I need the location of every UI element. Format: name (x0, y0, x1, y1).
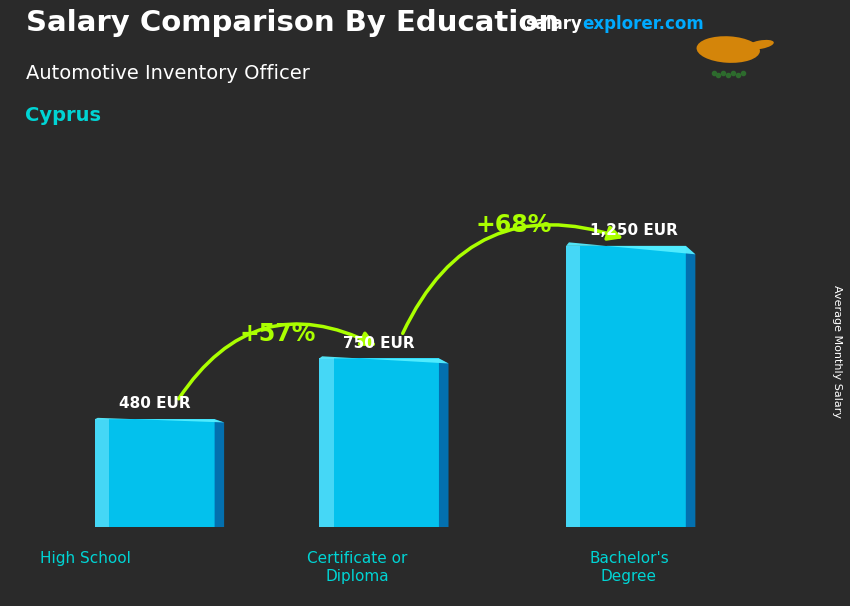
Polygon shape (320, 358, 333, 527)
Text: Bachelor's
Degree: Bachelor's Degree (589, 551, 669, 584)
Text: Salary Comparison By Education: Salary Comparison By Education (26, 9, 558, 37)
Text: Average Monthly Salary: Average Monthly Salary (832, 285, 842, 418)
Polygon shape (95, 419, 109, 527)
Text: Certificate or
Diploma: Certificate or Diploma (307, 551, 407, 584)
Polygon shape (566, 246, 686, 527)
Polygon shape (320, 358, 439, 527)
Polygon shape (566, 246, 581, 527)
Ellipse shape (747, 40, 774, 50)
FancyArrowPatch shape (178, 324, 373, 399)
Text: explorer.com: explorer.com (582, 15, 704, 33)
Text: 1,250 EUR: 1,250 EUR (590, 223, 678, 238)
Polygon shape (566, 242, 695, 255)
Text: 480 EUR: 480 EUR (119, 396, 190, 411)
Polygon shape (320, 356, 449, 364)
Polygon shape (439, 358, 449, 527)
Text: 750 EUR: 750 EUR (343, 336, 415, 350)
Text: High School: High School (40, 551, 130, 567)
Polygon shape (95, 418, 224, 422)
Text: salary: salary (525, 15, 582, 33)
Ellipse shape (696, 36, 760, 63)
Polygon shape (214, 419, 224, 527)
Polygon shape (686, 246, 695, 527)
FancyArrowPatch shape (403, 225, 620, 333)
Text: Cyprus: Cyprus (26, 106, 101, 125)
Text: +57%: +57% (240, 322, 316, 345)
Text: Automotive Inventory Officer: Automotive Inventory Officer (26, 64, 309, 82)
Text: +68%: +68% (475, 213, 552, 238)
Polygon shape (95, 419, 214, 527)
